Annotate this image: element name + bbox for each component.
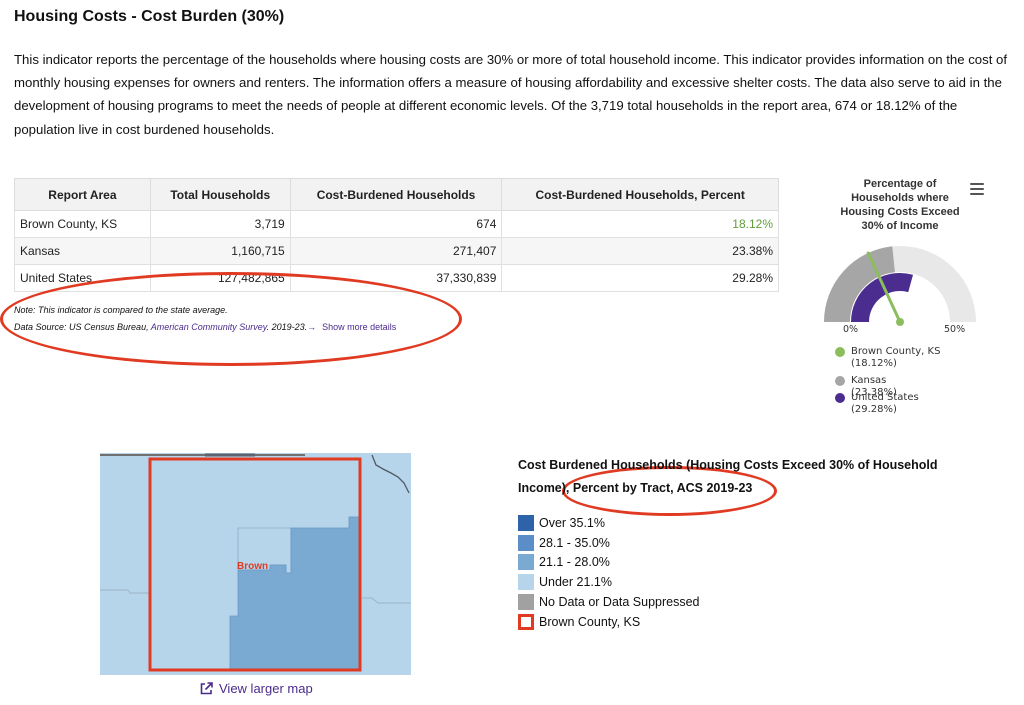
table-header-row: Report Area Total Households Cost-Burden… xyxy=(14,178,779,211)
legend-swatch xyxy=(518,574,534,590)
gauge-title: Percentage of Households where Housing C… xyxy=(840,178,960,232)
legend-value: (18.12%) xyxy=(851,358,897,369)
cell-area: Kansas xyxy=(14,237,151,265)
tract-21-28[interactable] xyxy=(229,516,360,670)
legend-value: (29.28%) xyxy=(851,404,897,415)
legend-dot-us xyxy=(835,393,845,403)
data-table: Report Area Total Households Cost-Burden… xyxy=(14,178,779,292)
map-legend-title: Cost Burdened Households (Housing Costs … xyxy=(518,458,938,495)
legend-swatch xyxy=(518,535,534,551)
cell-percent: 23.38% xyxy=(501,237,779,265)
legend-dot-brown xyxy=(835,347,845,357)
cell-total: 3,719 xyxy=(149,210,291,238)
cell-burdened: 674 xyxy=(289,210,503,238)
external-link-icon xyxy=(200,682,213,695)
legend-swatch xyxy=(518,594,534,610)
column-header-total-households: Total Households xyxy=(149,178,291,211)
gauge-min-label: 0% xyxy=(843,324,859,335)
legend-swatch-outline xyxy=(518,614,534,630)
legend-label: Kansas xyxy=(851,375,887,386)
county-label: Brown xyxy=(237,561,268,572)
legend-label: Brown County, KS xyxy=(851,346,941,357)
gauge-arc-kansas xyxy=(824,246,896,323)
view-larger-map-label: View larger map xyxy=(219,681,313,696)
tract-map[interactable]: Brown xyxy=(100,453,411,675)
map-graphic: Brown xyxy=(100,453,411,675)
legend-dot-kansas xyxy=(835,376,845,386)
cell-percent: 18.12% xyxy=(501,210,779,238)
column-header-percent: Cost-Burdened Households, Percent xyxy=(501,178,779,211)
gauge-legend-item-us[interactable]: United States (29.28%) xyxy=(835,392,919,416)
gauge-chart xyxy=(824,246,976,326)
gauge-pivot xyxy=(896,318,904,326)
legend-swatch xyxy=(518,554,534,570)
cell-burdened: 271,407 xyxy=(289,237,503,265)
legend-label: United States xyxy=(851,392,919,403)
legend-label: No Data or Data Suppressed xyxy=(539,595,700,609)
legend-label: 28.1 - 35.0% xyxy=(539,536,610,550)
indicator-description: This indicator reports the percentage of… xyxy=(14,52,1008,137)
legend-swatch xyxy=(518,515,534,531)
cell-percent: 29.28% xyxy=(501,264,779,292)
table-row: Kansas 1,160,715 271,407 23.38% xyxy=(14,237,779,265)
gauge-arc-united-states xyxy=(851,273,914,323)
page-title: Housing Costs - Cost Burden (30%) xyxy=(14,8,285,25)
gauge-needle xyxy=(866,251,902,324)
gauge-max-label: 50% xyxy=(944,324,966,335)
cell-area: Brown County, KS xyxy=(14,210,151,238)
gauge-legend-item-kansas[interactable]: Kansas (23.38%) xyxy=(835,375,897,399)
annotation-oval-legend xyxy=(562,466,777,516)
column-header-report-area: Report Area xyxy=(14,178,151,211)
county-boundary xyxy=(148,457,362,672)
table-row: Brown County, KS 3,719 674 18.12% xyxy=(14,210,779,238)
menu-icon[interactable] xyxy=(970,183,984,195)
column-header-cost-burdened: Cost-Burdened Households xyxy=(289,178,503,211)
gauge-legend-item-brown[interactable]: Brown County, KS (18.12%) xyxy=(835,346,940,370)
legend-label: 21.1 - 28.0% xyxy=(539,555,610,569)
legend-label: Under 21.1% xyxy=(539,575,612,589)
legend-label: Brown County, KS xyxy=(539,615,641,629)
annotation-oval-source xyxy=(0,272,462,366)
view-larger-map-link[interactable]: View larger map xyxy=(200,681,313,696)
cell-total: 1,160,715 xyxy=(149,237,291,265)
legend-label: Over 35.1% xyxy=(539,516,606,530)
legend-value: (23.38%) xyxy=(851,387,897,398)
